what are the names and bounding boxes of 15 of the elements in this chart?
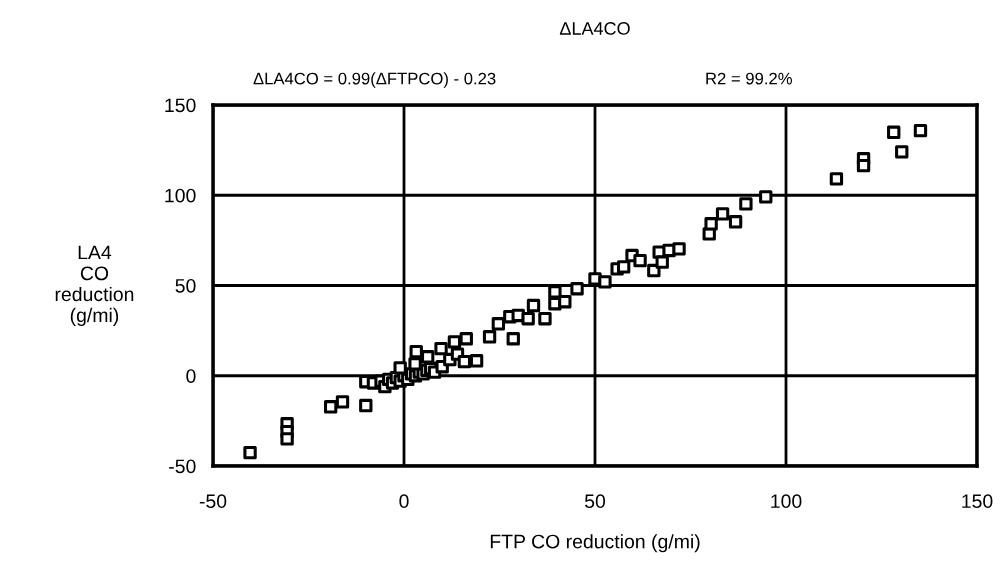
y-tick-label: 50 [175, 278, 196, 293]
chart-title: ΔLA4CO [559, 22, 630, 35]
x-axis-title: FTP CO reduction (g/mi) [490, 534, 700, 553]
x-tick-label: 100 [771, 494, 802, 509]
x-tick-label: -50 [199, 494, 227, 509]
x-tick-label: 150 [962, 494, 993, 509]
y-tick-label: 150 [165, 98, 196, 113]
y-tick-label: -50 [169, 459, 196, 474]
text: R2 = 99.2% [706, 72, 792, 85]
x-tick-label: 0 [399, 494, 409, 509]
y-tick-label: 0 [186, 369, 196, 383]
y-axis-title: LA4 CO reduction (g/mi) [55, 245, 134, 326]
y-tick-label: 100 [165, 188, 196, 203]
x-tick-label: 50 [584, 494, 606, 509]
text: ΔLA4CO = 0.99(ΔFTPCO) - 0.23 [253, 72, 496, 88]
